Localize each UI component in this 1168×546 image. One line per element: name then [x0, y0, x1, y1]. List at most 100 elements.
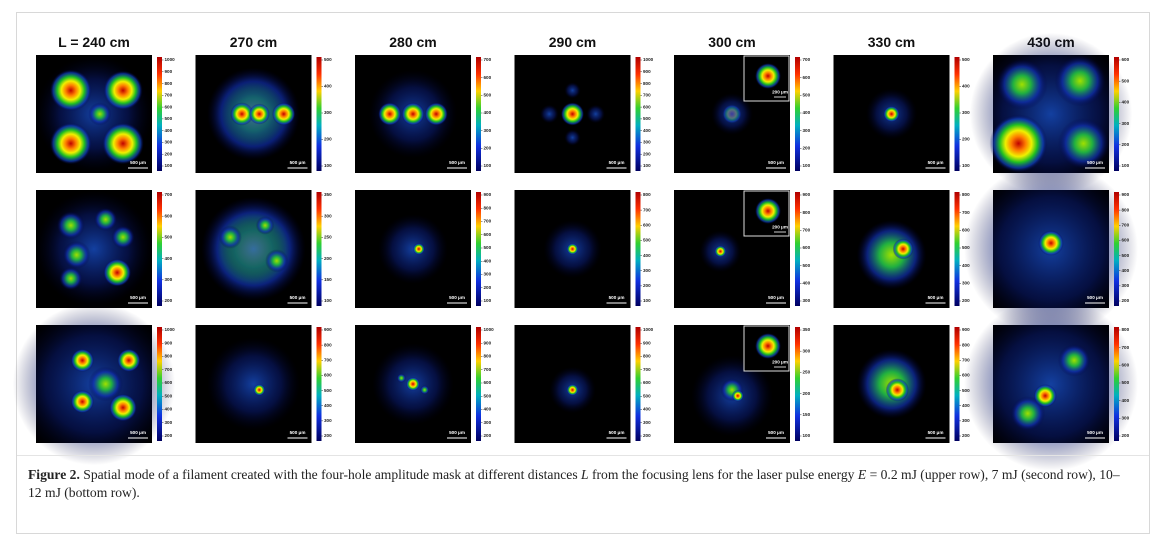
colorbar-tick-label: 700: [484, 57, 492, 62]
colorbar-tick-label: 800: [643, 81, 651, 86]
intensity-spot: [1038, 230, 1064, 256]
intensity-spot: [49, 69, 92, 112]
intensity-spot: [989, 114, 1048, 173]
colorbar-tick-label: 500: [643, 393, 651, 398]
colorbar-tick-label: 700: [1122, 223, 1130, 228]
intensity-spot: [218, 225, 242, 249]
colorbar-tick-label: 600: [165, 213, 173, 218]
intensity-spot: [885, 378, 909, 402]
colorbar-tick-label: 200: [962, 298, 970, 303]
colorbar: [954, 327, 960, 441]
colorbar-tick-label: 400: [643, 128, 651, 133]
colorbar-tick-label: 200: [165, 151, 173, 156]
colorbar-tick-label: 100: [1122, 163, 1130, 168]
colorbar-tick-label: 400: [324, 84, 332, 89]
intensity-spot: [1054, 55, 1106, 107]
colorbar-tick-label: 400: [324, 403, 332, 408]
colorbar-tick-label: 600: [803, 245, 811, 250]
scale-bar-label: 200 μm: [772, 360, 788, 365]
colorbar-tick-label: 200: [962, 433, 970, 438]
colorbar-tick-label: 700: [324, 358, 332, 363]
intensity-spot: [540, 104, 559, 124]
scale-bar-label: 500 μm: [928, 430, 944, 435]
colorbar-tick-label: 1000: [643, 57, 654, 62]
scale-bar-label: 500 μm: [609, 295, 625, 300]
colorbar-tick-label: 600: [803, 75, 811, 80]
intensity-spot: [413, 243, 425, 255]
colorbar: [1114, 192, 1119, 306]
scale-bar-label: 200 μm: [772, 225, 788, 230]
colorbar-tick-label: 500: [1122, 253, 1130, 258]
intensity-spot: [111, 225, 135, 249]
intensity-spot: [117, 348, 141, 372]
colorbar: [316, 57, 322, 171]
colorbar-tick-label: 300: [643, 420, 651, 425]
intensity-spot: [566, 384, 579, 396]
colorbar-tick-label: 100: [484, 298, 492, 303]
colorbar-tick-label: 150: [803, 412, 811, 417]
colorbar-tick-label: 800: [484, 354, 492, 359]
colorbar-tick-label: 400: [803, 110, 811, 115]
colorbar-tick-label: 700: [484, 219, 492, 224]
colorbar-tick-label: 200: [484, 146, 492, 151]
intensity-spot: [88, 366, 123, 402]
caption-symbol: E: [857, 467, 867, 482]
colorbar-tick-label: 800: [165, 354, 173, 359]
intensity-spot: [424, 102, 448, 126]
scale-bar-label: 500 μm: [449, 160, 465, 165]
colorbar-tick-label: 500: [165, 393, 173, 398]
colorbar: [795, 192, 800, 306]
intensity-spot: [856, 220, 927, 290]
colorbar: [316, 192, 322, 306]
colorbar: [635, 192, 641, 306]
intensity-spot: [272, 102, 296, 126]
intensity-spot: [711, 93, 753, 135]
scale-bar-label: 500 μm: [449, 295, 465, 300]
scale-bar-label: 500 μm: [609, 430, 625, 435]
colorbar-tick-label: 500: [643, 116, 651, 121]
colorbar-tick-label: 900: [484, 340, 492, 345]
intensity-spot: [102, 122, 144, 165]
scale-bar-label: 500 μm: [290, 430, 306, 435]
colorbar-tick-label: 700: [962, 358, 970, 363]
panel: 500 μm 900 800 700 600 500 400 300 200 100: [355, 190, 492, 308]
colorbar-tick-label: 300: [165, 420, 173, 425]
colorbar-tick-label: 400: [1122, 398, 1130, 403]
colorbar-tick-label: 200: [1122, 142, 1130, 147]
colorbar-tick-label: 300: [1122, 416, 1130, 421]
colorbar-tick-label: 200: [484, 433, 492, 438]
intensity-spot: [1057, 117, 1109, 170]
panel: 500 μm 200 μm 900 800 700 600 500 400 300: [674, 190, 811, 308]
panel: 500 μm 800 700 600 500 400 300 200: [964, 297, 1138, 471]
intensity-spot: [396, 373, 407, 383]
colorbar-tick-label: 200: [643, 283, 651, 288]
panel: 500 μm 500 400 300 200 100: [195, 55, 332, 173]
colorbar-tick-label: 900: [643, 69, 651, 74]
colorbar-tick-label: 200: [643, 433, 651, 438]
intensity-spot: [207, 337, 300, 431]
colorbar-tick-label: 350: [803, 327, 811, 332]
intensity-spot: [566, 243, 579, 255]
intensity-spot: [265, 249, 289, 273]
intensity-spot: [94, 207, 118, 232]
intensity-spot: [564, 129, 581, 146]
colorbar-tick-label: 150: [324, 277, 332, 282]
intensity-spot: [406, 377, 420, 391]
panel: 500 μm 900 800 700 600 500 400 300 200: [195, 325, 332, 443]
intensity-spot: [70, 348, 94, 372]
colorbar-tick-label: 200: [484, 285, 492, 290]
colorbar-tick-label: 300: [1122, 283, 1130, 288]
intensity-spot: [230, 102, 254, 126]
colorbar-tick-label: 600: [165, 104, 173, 109]
colorbar-tick-label: 1000: [165, 327, 176, 332]
colorbar-tick-label: 300: [962, 110, 970, 115]
panel: 500 μm 800 700 600 500 400 300 200 100: [514, 190, 651, 308]
colorbar-tick-label: 400: [165, 256, 173, 261]
colorbar-tick-label: 1000: [165, 57, 176, 62]
panel: 500 μm 700 600 500 400 300 200: [36, 190, 173, 308]
intensity-spot: [1057, 344, 1091, 377]
colorbar-tick-label: 300: [165, 277, 173, 282]
intensity-spot: [253, 384, 266, 396]
panel: 500 μm 1000 900 800 700 600 500 400 300 200: [12, 302, 176, 466]
